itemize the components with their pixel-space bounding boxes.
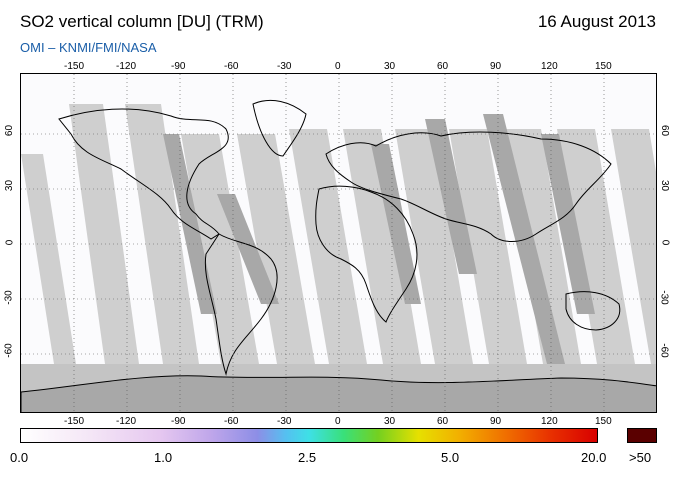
lon-tick-top: -150 bbox=[64, 61, 85, 72]
data-credit: OMI – KNMI/FMI/NASA bbox=[20, 40, 157, 55]
lon-tick-top: -90 bbox=[171, 61, 186, 72]
coastlines bbox=[58, 99, 621, 376]
lat-tick-left: 0 bbox=[4, 239, 16, 246]
lat-tick-left: 60 bbox=[4, 124, 16, 137]
world-map bbox=[20, 73, 657, 413]
colorbar-label: 20.0 bbox=[581, 450, 607, 465]
lon-tick-bottom: 90 bbox=[490, 416, 502, 427]
lat-tick-right: -60 bbox=[658, 343, 670, 358]
map-title: SO2 vertical column [DU] (TRM) bbox=[20, 12, 264, 31]
colorbar-label: 0.0 bbox=[10, 450, 29, 465]
lat-tick-left: -30 bbox=[3, 290, 15, 305]
lon-tick-bottom: -150 bbox=[64, 416, 85, 427]
colorbar-over-label: >50 bbox=[629, 450, 652, 465]
lon-tick-top: 120 bbox=[541, 61, 558, 72]
lon-tick-top: 60 bbox=[437, 61, 449, 72]
lon-tick-top: 150 bbox=[595, 61, 612, 72]
swath-overlaps bbox=[163, 114, 595, 364]
color-scale-bar bbox=[20, 428, 598, 443]
overflow-color-box bbox=[627, 428, 657, 443]
map-canvas bbox=[21, 74, 656, 412]
lon-tick-bottom: 150 bbox=[595, 416, 612, 427]
lon-tick-bottom: -60 bbox=[224, 416, 239, 427]
lon-tick-bottom: 60 bbox=[437, 416, 449, 427]
lon-tick-bottom: -90 bbox=[171, 416, 186, 427]
colorbar-label: 5.0 bbox=[441, 450, 460, 465]
lon-tick-top: -60 bbox=[224, 61, 239, 72]
lon-tick-top: 90 bbox=[490, 61, 502, 72]
colorbar-label: 1.0 bbox=[154, 450, 173, 465]
lon-tick-bottom: 120 bbox=[541, 416, 558, 427]
graticule bbox=[21, 74, 656, 412]
lat-tick-right: 0 bbox=[659, 239, 671, 246]
lat-tick-right: -30 bbox=[658, 290, 670, 305]
lon-tick-top: 0 bbox=[335, 61, 341, 72]
lat-tick-left: 30 bbox=[4, 179, 16, 192]
lat-tick-right: 60 bbox=[659, 124, 671, 137]
lon-tick-top: -120 bbox=[116, 61, 137, 72]
lon-tick-bottom: 30 bbox=[384, 416, 396, 427]
map-date: 16 August 2013 bbox=[537, 12, 656, 31]
colorbar-label: 2.5 bbox=[298, 450, 317, 465]
lon-tick-bottom: 0 bbox=[335, 416, 341, 427]
lat-tick-right: 30 bbox=[659, 179, 671, 192]
lon-tick-bottom: -120 bbox=[116, 416, 137, 427]
orbit-swaths bbox=[21, 104, 656, 364]
lat-tick-left: -60 bbox=[3, 343, 15, 358]
lon-tick-top: 30 bbox=[384, 61, 396, 72]
lon-tick-bottom: -30 bbox=[277, 416, 292, 427]
lon-tick-top: -30 bbox=[277, 61, 292, 72]
